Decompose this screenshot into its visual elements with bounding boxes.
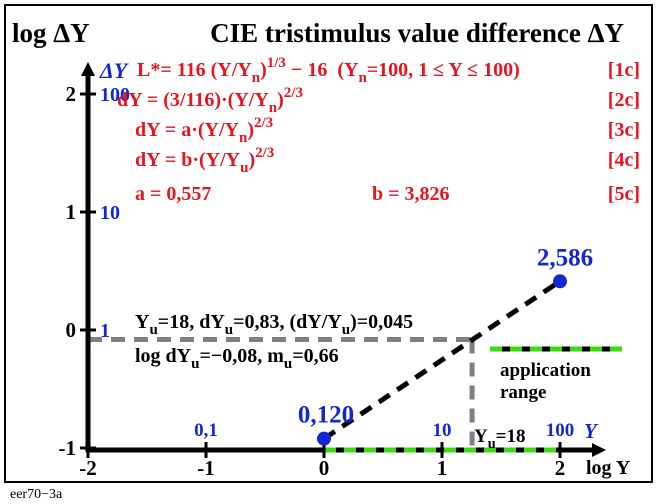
annotation-part: range (500, 382, 546, 403)
annotation-part: =18 (496, 426, 526, 447)
x-tick-label: 2 (555, 456, 566, 480)
annotation: range (500, 382, 546, 403)
chart-title: CIE tristimulus value difference ΔY (210, 18, 624, 48)
annotation-part: n (252, 70, 261, 86)
annotation-part: n (269, 100, 278, 116)
x2-tick-label: 100 (546, 420, 575, 441)
annotation-part: n (358, 70, 367, 86)
x-axis-label: log Y (586, 457, 631, 479)
x-tick-label: -2 (79, 456, 97, 480)
annotation-part: u (149, 322, 157, 338)
annotation-part: b = 3,826 (372, 183, 450, 205)
annotation-part: application (500, 360, 591, 381)
annotation: L*= 116 (Y/Yn)1/3 − 16 (Yn=100, 1 ≤ Y ≤ … (137, 55, 520, 86)
annotation-part: dY = b·(Y/Y (135, 149, 241, 171)
annotation-part: ) (248, 149, 255, 171)
equation-tag: [1c] (608, 59, 640, 81)
annotation: log dYu=−0,08, mu=0,66 (135, 345, 339, 372)
equation-tag: [3c] (608, 119, 640, 141)
annotation-part: dY = (3/116)·(Y/Y (117, 89, 269, 111)
equation-tag: [4c] (608, 149, 640, 171)
data-label: 0,120 (298, 402, 354, 429)
annotation: b = 3,826 (372, 183, 450, 205)
annotation: dY = (3/116)·(Y/Yn)2/3 (117, 85, 303, 116)
data-label: 2,586 (537, 244, 593, 271)
y-tick-label: 1 (66, 200, 77, 224)
y-axis-arrow (81, 62, 95, 76)
annotation-part: u (284, 356, 292, 372)
frame (4, 4, 653, 483)
y2-axis-label: ΔY (99, 58, 130, 83)
annotation-part: − 16 (Y (286, 59, 359, 81)
annotation-part: u (488, 436, 496, 452)
x-axis-arrow (592, 443, 606, 457)
x-tick-label: 0 (319, 456, 330, 480)
annotation-part: u (240, 160, 248, 176)
x2-tick-label: 0,1 (194, 420, 218, 441)
annotation-part: Y (474, 426, 488, 447)
y-axis-label: log ΔY (12, 18, 90, 48)
annotation-part: u (342, 322, 350, 338)
annotation-part: L*= 116 (Y/Y (137, 59, 252, 81)
annotation: a = 0,557 (135, 183, 211, 205)
annotation-part: 2/3 (254, 115, 273, 131)
y-tick-label: 2 (66, 82, 77, 106)
equation-tag: [5c] (608, 183, 640, 205)
annotation: Yu=18, dYu=0,83, (dY/Yu)=0,045 (135, 311, 413, 338)
annotation-part: n (239, 130, 248, 146)
annotation-part: dY = a·(Y/Y (135, 119, 240, 141)
annotation-part: )=0,045 (350, 311, 413, 333)
annotation-part: u (225, 322, 233, 338)
annotation-part: =100, 1 ≤ Y ≤ 100) (367, 59, 520, 81)
y2-tick-label: 100 (100, 84, 130, 106)
annotation-part: u (191, 356, 199, 372)
annotation-part: =−0,08, m (199, 345, 284, 367)
annotation: application (500, 360, 591, 381)
y-tick-label: -1 (59, 436, 77, 460)
annotation-part: =0,83, (dY/Y (233, 311, 342, 333)
annotation-part: Y (135, 311, 150, 333)
data-point (553, 274, 567, 289)
x2-tick-label: 10 (433, 420, 452, 441)
annotation-part: log dY (135, 345, 192, 367)
annotation-part: ) (277, 89, 284, 111)
series-line (322, 279, 562, 441)
annotation-part: 2/3 (255, 145, 274, 161)
annotation: Yu=18 (474, 426, 526, 452)
annotation-part: 2/3 (284, 85, 303, 101)
annotation-part: 1/3 (267, 55, 286, 71)
y2-tick-label: 10 (100, 202, 120, 224)
annotation-part: ) (260, 59, 267, 81)
equation-tag: [2c] (608, 89, 640, 111)
x2-axis-label: Y (584, 419, 599, 443)
annotation-part: =18, dY (158, 311, 226, 333)
annotation-part: a = 0,557 (135, 183, 211, 205)
y-tick-label: 0 (66, 318, 77, 342)
annotation-part: =0,66 (292, 345, 338, 367)
annotation: dY = b·(Y/Yu)2/3 (135, 145, 274, 176)
x-tick-label: -1 (197, 456, 215, 480)
data-point (317, 431, 331, 446)
figure-code: eer70−3a (10, 487, 63, 502)
annotation: dY = a·(Y/Yn)2/3 (135, 115, 273, 146)
annotation-part: ) (247, 119, 254, 141)
y2-tick-label: 1 (100, 320, 110, 342)
x-tick-label: 1 (437, 456, 448, 480)
